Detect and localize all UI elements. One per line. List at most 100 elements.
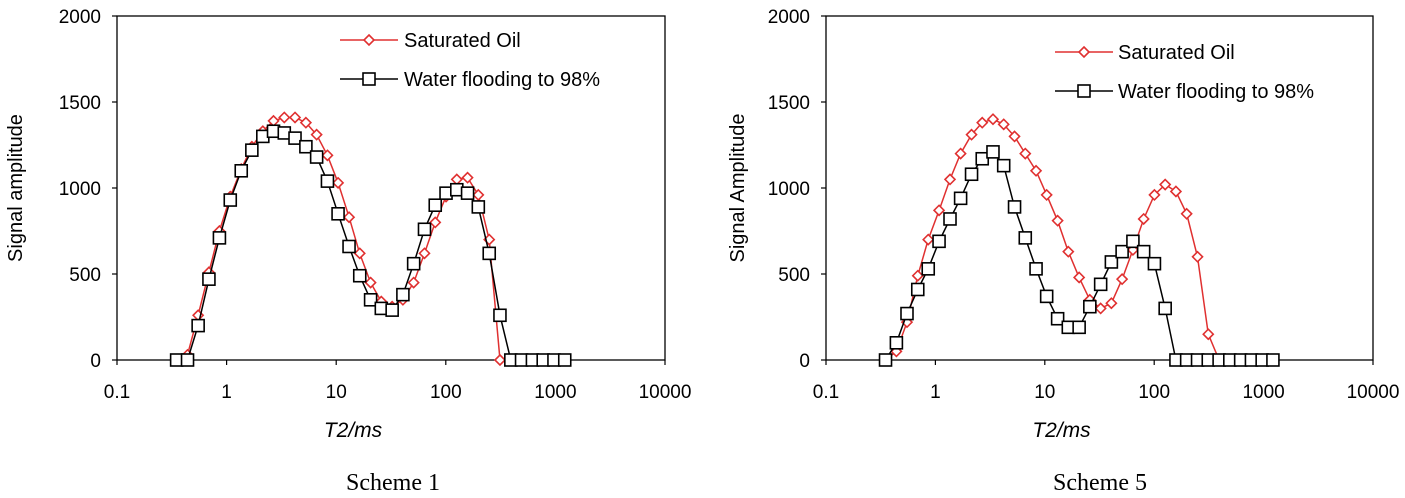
x-tick-label: 10000: [639, 382, 692, 403]
chart-scheme-5: 0 500 1000 1500 2000 0.1 1 10 100 1000 10000 Signal…: [727, 7, 1399, 496]
data-point: [1094, 302, 1107, 315]
data-point: [180, 353, 195, 367]
data-point: [1018, 231, 1033, 245]
data-point: [331, 176, 345, 189]
data-point: [1039, 289, 1054, 304]
data-point: [1040, 188, 1053, 202]
chart-scheme-1: 0 500 1000 1500 2000 0.1 1 10 100 1000 10000 Signal…: [5, 7, 691, 496]
data-point: [472, 188, 485, 202]
data-point: [245, 143, 259, 157]
data-point: [932, 204, 946, 217]
data-point: [1126, 234, 1140, 249]
data-point: [321, 149, 334, 162]
data-point: [965, 128, 978, 141]
y-tick-label: 2000: [59, 7, 101, 28]
y-tick-label: 2000: [768, 7, 810, 28]
series-line: [176, 116, 565, 361]
data-point: [450, 173, 463, 186]
data-point: [482, 246, 497, 261]
data-point: [1093, 277, 1108, 292]
data-point: [493, 308, 507, 323]
data-point: [1019, 147, 1032, 160]
data-point: [557, 353, 572, 367]
data-point: [953, 191, 968, 206]
x-tick-label: 1000: [1242, 382, 1284, 403]
x-axis-label: T2/ms: [324, 419, 383, 442]
data-point: [418, 247, 431, 260]
data-point: [1202, 328, 1215, 341]
legend-label: Saturated Oil: [1118, 42, 1235, 64]
series-water-flooding: [169, 124, 572, 367]
data-point: [396, 287, 410, 302]
legend-entry[interactable]: Water flooding to 98%: [340, 69, 600, 91]
data-point: [1180, 207, 1193, 220]
y-tick-label: 0: [799, 351, 810, 372]
data-point: [212, 231, 227, 245]
figure-caption: Scheme 5: [1053, 470, 1147, 496]
data-point: [1136, 244, 1151, 259]
legend-entry[interactable]: Water flooding to 98%: [1055, 81, 1314, 103]
y-tick-label: 1500: [768, 93, 810, 114]
data-point: [342, 211, 356, 224]
legend-entry[interactable]: Saturated Oil: [1055, 42, 1235, 64]
data-point: [223, 193, 238, 207]
data-point: [1029, 164, 1043, 177]
data-point: [428, 198, 443, 212]
legend-marker: [362, 33, 376, 47]
data-point: [878, 353, 893, 367]
data-point: [1137, 212, 1150, 226]
data-point: [1158, 301, 1172, 316]
data-point: [921, 262, 936, 276]
data-point: [363, 292, 378, 307]
data-point: [1073, 271, 1086, 284]
data-point: [1029, 262, 1043, 276]
y-tick-label: 500: [69, 265, 101, 286]
data-point: [429, 216, 442, 229]
data-point: [1105, 297, 1118, 310]
data-point: [1050, 311, 1065, 326]
legend-marker: [1077, 45, 1091, 59]
x-tick-label: 10: [326, 382, 347, 403]
data-point: [1051, 214, 1064, 227]
data-point: [406, 256, 421, 271]
data-point: [1007, 200, 1022, 214]
figure-caption: Scheme 1: [346, 470, 440, 496]
legend-marker: [362, 72, 376, 86]
y-tick-label: 1500: [59, 93, 101, 114]
data-point: [385, 303, 399, 317]
data-point: [342, 239, 356, 254]
data-point: [1148, 188, 1161, 202]
x-tick-label: 1: [221, 382, 232, 403]
data-point: [964, 167, 979, 182]
data-point: [976, 116, 989, 129]
data-point: [288, 111, 302, 124]
data-point: [353, 247, 366, 260]
x-tick-label: 100: [1138, 382, 1170, 403]
data-point: [461, 171, 474, 184]
y-tick-label: 1000: [59, 179, 101, 200]
series-saturated-oil: [170, 111, 571, 367]
x-tick-label: 1000: [534, 382, 576, 403]
data-point: [1083, 299, 1097, 314]
data-point: [191, 318, 205, 333]
x-tick-label: 0.1: [104, 382, 130, 403]
legend-entry[interactable]: Saturated Oil: [340, 30, 521, 52]
data-point: [299, 139, 313, 154]
legend-label: Water flooding to 98%: [1118, 81, 1314, 103]
series-water-flooding: [878, 145, 1280, 367]
data-point: [320, 174, 335, 188]
data-point: [996, 158, 1011, 173]
data-point: [1169, 185, 1183, 198]
data-point: [352, 268, 367, 283]
x-tick-label: 1: [930, 382, 941, 403]
data-point: [943, 212, 957, 226]
legend-marker: [1077, 84, 1091, 98]
data-point: [986, 113, 1000, 126]
legend-label: Water flooding to 98%: [404, 69, 600, 91]
data-point: [911, 269, 924, 282]
y-axis-label: Signal amplitude: [5, 114, 27, 262]
data-point: [288, 131, 302, 145]
data-point: [234, 164, 249, 178]
legend-label: Saturated Oil: [404, 30, 521, 52]
